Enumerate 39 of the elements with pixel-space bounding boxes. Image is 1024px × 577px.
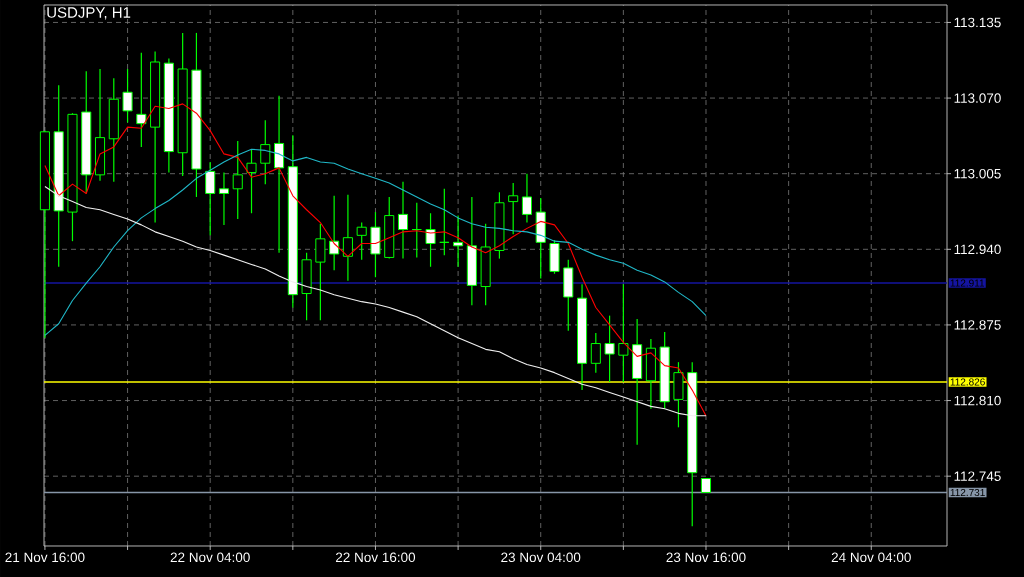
candlestick (521, 173, 532, 224)
candlestick (136, 52, 147, 148)
candlestick (356, 221, 367, 261)
candlestick (397, 181, 409, 260)
candlestick (618, 283, 629, 383)
candlestick (315, 223, 326, 321)
line-series (44, 103, 707, 417)
candlestick (205, 161, 216, 236)
candlestick (232, 140, 243, 220)
candlestick (329, 195, 340, 271)
x-tick-label: 22 Nov 16:00 (335, 552, 416, 563)
y-tick-label: 112.875 (954, 320, 1001, 330)
candlestick (453, 214, 464, 268)
y-tick-label: 112.810 (954, 395, 1001, 406)
candlestick (218, 171, 230, 226)
candlestick (260, 119, 271, 185)
ref-line-label: 112.911 (950, 279, 985, 287)
ref-line-label: 112.826 (950, 378, 985, 386)
y-tick-label: 113.005 (954, 168, 1001, 179)
candlestick (604, 315, 615, 383)
x-tick-label: 21 Nov 16:00 (5, 552, 85, 563)
x-tick-label: 24 Nov 04:00 (831, 552, 911, 563)
candlestick (439, 188, 450, 256)
y-tick-label: 113.135 (954, 17, 1001, 28)
x-tick-label: 23 Nov 16:00 (666, 552, 746, 563)
ref-line-label: 112.731 (950, 488, 985, 496)
y-tick-label: 113.070 (954, 93, 1001, 103)
x-tick-label: 23 Nov 04:00 (501, 552, 581, 563)
candlestick (508, 182, 519, 235)
y-tick-label: 112.940 (954, 244, 1001, 255)
x-tick-label: 22 Nov 04:00 (170, 552, 250, 563)
candlestick (425, 212, 436, 268)
candlestick (342, 194, 353, 282)
candlestick (246, 148, 257, 214)
y-tick-label: 112.745 (954, 471, 1001, 481)
candlestick (590, 332, 601, 374)
candlestick (411, 202, 422, 259)
candlestick (122, 68, 133, 124)
chart-title: USDJPY, H1 (47, 7, 131, 20)
